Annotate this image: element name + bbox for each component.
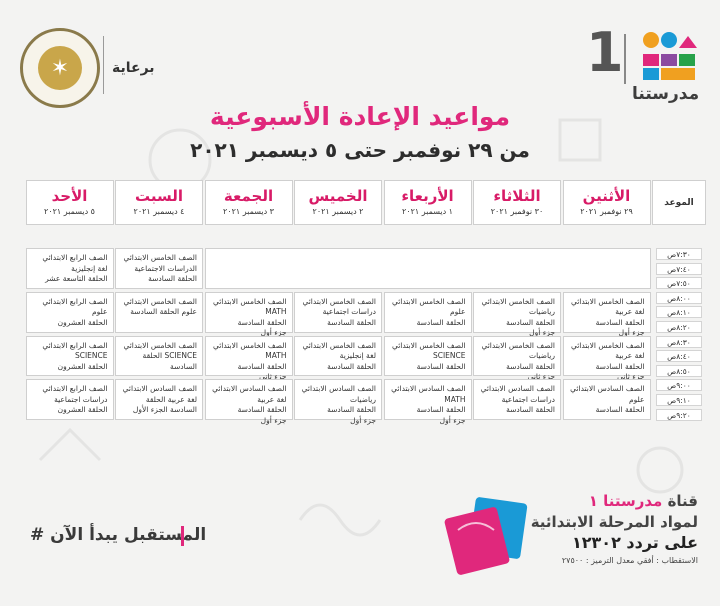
time-slot: ٨:٠٠ص: [656, 291, 702, 304]
day-date: ٢٩ نوفمبر ٢٠٢١: [580, 207, 633, 216]
channel-description: لمواد المرحلة الابتدائية: [530, 513, 698, 531]
time-slot: ٩:١٠ص: [656, 394, 702, 406]
lesson-block: الصف السادس الابتدائي علوم الحلقة السادس…: [562, 379, 651, 421]
day-date: ٤ ديسمبر ٢٠٢١: [133, 207, 185, 216]
day-header: الأربعاء ١ ديسمبر ٢٠٢١: [383, 180, 472, 225]
logo-divider: [624, 34, 626, 84]
lesson-block: الصف الرابع الابتدائي لغة إنجليزية الحلق…: [25, 248, 114, 289]
day-name: الجمعة: [223, 187, 274, 205]
lesson-block: الصف السادس الابتدائي لغة عربية الحلقة ا…: [115, 379, 203, 421]
lesson-block: الصف الرابع الابتدائي دراسات اجتماعية ال…: [25, 379, 114, 421]
lesson-block: الصف الخامس الابتدائي رياضيات الحلقة الس…: [473, 335, 561, 381]
logo-text: مدرستنا: [632, 84, 700, 104]
day-header: الجمعة ٣ ديسمبر ٢٠٢١: [204, 180, 293, 225]
lesson-block: الصف الخامس الابتدائي دراسات اجتماعية ال…: [294, 291, 382, 333]
day-name: الأثنين: [582, 187, 631, 205]
lesson-block: الصف الخامس الابتدائي علوم الحلقة السادس…: [115, 291, 203, 333]
empty-slot-band: [204, 248, 651, 289]
time-slot: ٨:٥٠ص: [656, 364, 702, 377]
day-name: الخميس: [308, 187, 368, 205]
channel-prefix: قناة: [667, 492, 698, 510]
lesson-block: الصف الرابع الابتدائي SCIENCE الحلقة الع…: [25, 335, 114, 377]
lesson-block: الصف الخامس الابتدائي رياضيات الحلقة الس…: [473, 291, 561, 337]
time-slot: ٨:١٠ص: [656, 306, 702, 319]
sponsor-label: برعاية: [112, 60, 155, 76]
day-date: ٣ ديسمبر ٢٠٢١: [223, 207, 274, 216]
channel-technical-info: الاستقطاب : أفقي معدل الترميز : ٢٧٥٠٠: [561, 556, 698, 565]
page-title: مواعيد الإعادة الأسبوعية: [209, 102, 511, 131]
day-date: ٣٠ نوفمبر ٢٠٢١: [490, 207, 544, 216]
lesson-block: الصف الخامس الابتدائي MATH الحلقة السادس…: [204, 335, 293, 381]
channel-name: مدرستنا ١: [588, 492, 663, 510]
day-name: الثلاثاء: [493, 187, 541, 205]
time-column-header: الموعد: [652, 180, 706, 225]
lesson-block: الصف الخامس الابتدائي لغة إنجليزية الحلق…: [294, 335, 382, 377]
lesson-block: الصف الخامس الابتدائي علوم الحلقة السادس…: [383, 291, 472, 333]
lesson-block: الصف الخامس الابتدائي SCIENCE الحلقة الس…: [383, 335, 472, 377]
day-name: الأحد: [51, 187, 88, 205]
divider: [103, 36, 104, 94]
day-header: الأحد ٥ ديسمبر ٢٠٢١: [25, 180, 114, 225]
day-header: الثلاثاء ٣٠ نوفمبر ٢٠٢١: [473, 180, 561, 225]
day-header: الأثنين ٢٩ نوفمبر ٢٠٢١: [562, 180, 651, 225]
day-header: السبت ٤ ديسمبر ٢٠٢١: [115, 180, 203, 225]
day-date: ١ ديسمبر ٢٠٢١: [402, 207, 453, 216]
day-name: الأربعاء: [401, 187, 454, 205]
time-slot: ٨:٤٠ص: [656, 350, 702, 363]
folders-icon: [444, 497, 528, 575]
time-slot: ٨:٣٠ص: [656, 335, 702, 348]
madrasatna-logo-icon: [643, 32, 697, 80]
time-slot: ٩:٢٠ص: [656, 408, 702, 421]
hashtag-slogan: # المستقبل يبدأ الآن: [30, 525, 207, 545]
time-slot: ٩:٠٠ص: [656, 379, 702, 392]
lesson-block: الصف الرابع الابتدائي علوم الحلقة العشرو…: [25, 291, 114, 333]
hashtag-accent-bar: [181, 526, 184, 546]
lesson-block: الصف السادس الابتدائي لغة عربية الحلقة ا…: [204, 379, 293, 425]
day-header: الخميس ٢ ديسمبر ٢٠٢١: [294, 180, 382, 225]
lesson-block: الصف الخامس الابتدائي الدراسات الاجتماعي…: [115, 248, 203, 289]
time-slot: ٧:٤٠ص: [656, 262, 702, 275]
channel-frequency: على تردد ١٢٣٠٢: [572, 533, 698, 552]
lesson-block: الصف الخامس الابتدائي MATH الحلقة السادس…: [204, 291, 293, 337]
lesson-block: الصف الخامس الابتدائي SCIENCE الحلقة الس…: [115, 335, 203, 377]
day-date: ٥ ديسمبر ٢٠٢١: [44, 207, 95, 216]
logo-number: 1: [586, 21, 624, 84]
day-date: ٢ ديسمبر ٢٠٢١: [312, 207, 364, 216]
lesson-block: الصف الخامس الابتدائي لغة عربية الحلقة ا…: [562, 335, 651, 381]
lesson-block: الصف السادس الابتدائي MATH الحلقة السادس…: [383, 379, 472, 425]
page-subtitle: من ٢٩ نوفمبر حتى ٥ ديسمبر ٢٠٢١: [190, 138, 530, 162]
ministry-seal-icon: ✶: [20, 28, 100, 108]
lesson-block: الصف الخامس الابتدائي لغة عربية الحلقة ا…: [562, 291, 651, 337]
time-slot: ٧:٥٠ص: [656, 277, 702, 290]
lesson-block: الصف السادس الابتدائي رياضيات الحلقة الس…: [294, 379, 382, 425]
time-slot: ٨:٢٠ص: [656, 321, 702, 333]
day-name: السبت: [134, 187, 184, 205]
channel-name-line: قناة مدرستنا ١: [589, 492, 698, 510]
lesson-block: الصف السادس الابتدائي دراسات اجتماعية ال…: [473, 379, 561, 421]
schedule-table: الموعد الأثنين ٢٩ نوفمبر ٢٠٢١ الثلاثاء ٣٠ نو…: [22, 180, 706, 475]
time-slot: ٧:٣٠ص: [656, 248, 702, 260]
